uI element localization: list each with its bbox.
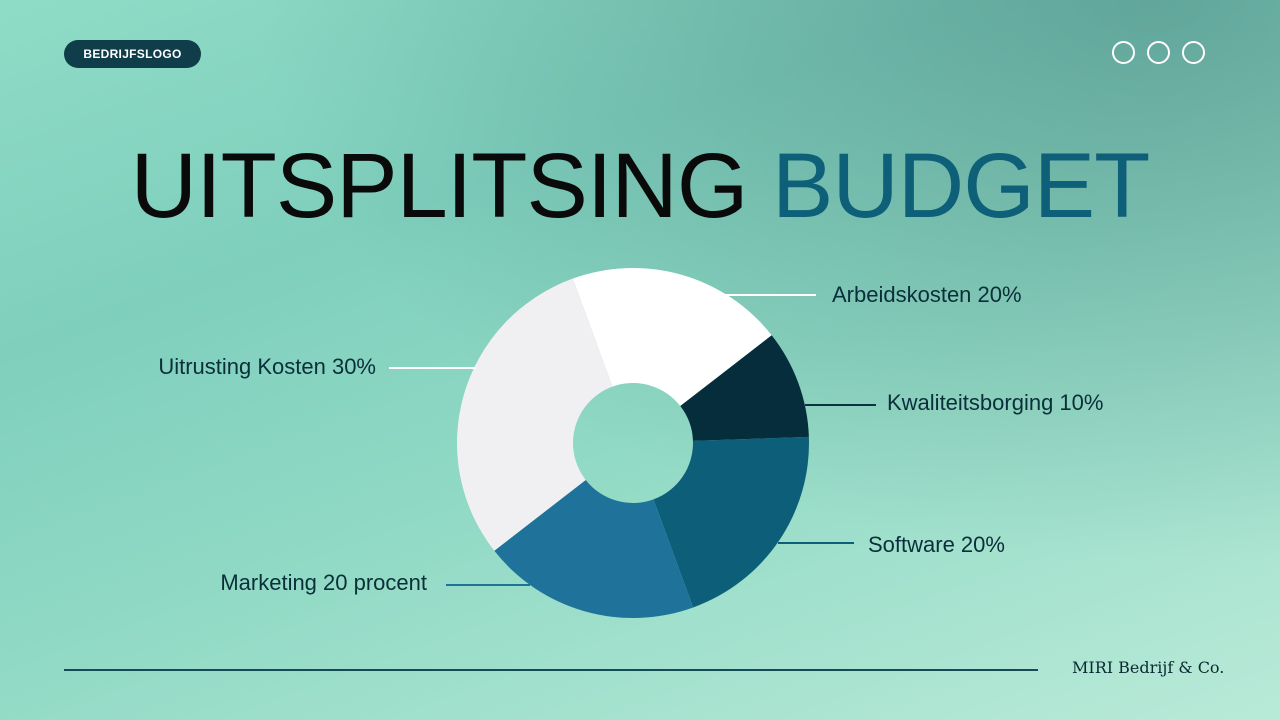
footer-divider: [64, 669, 1038, 671]
slice-label-1: Arbeidskosten 20%: [832, 282, 1022, 307]
title-part-2: BUDGET: [771, 135, 1150, 237]
pie-slice-3: [653, 436, 809, 608]
slice-label-5: Uitrusting Kosten 30%: [158, 354, 376, 379]
slice-label-3: Software 20%: [868, 532, 1005, 557]
page-title: UITSPLITSING BUDGET: [0, 134, 1280, 238]
pie-slice-4: [494, 479, 694, 619]
footer-company-name: MIRI Bedrijf & Co.: [1072, 658, 1225, 677]
window-dots: [1112, 41, 1205, 64]
circle-icon: [1112, 41, 1135, 64]
slice-label-4: Marketing 20 procent: [220, 570, 427, 595]
pie-slice-5: [456, 278, 613, 551]
pie-slice-1: [572, 268, 772, 407]
pie-slice-2: [680, 335, 809, 441]
circle-icon: [1182, 41, 1205, 64]
title-part-1: UITSPLITSING: [130, 135, 749, 237]
company-logo-badge: BEDRIJFSLOGO: [64, 40, 201, 68]
slice-label-2: Kwaliteitsborging 10%: [887, 390, 1103, 415]
circle-icon: [1147, 41, 1170, 64]
